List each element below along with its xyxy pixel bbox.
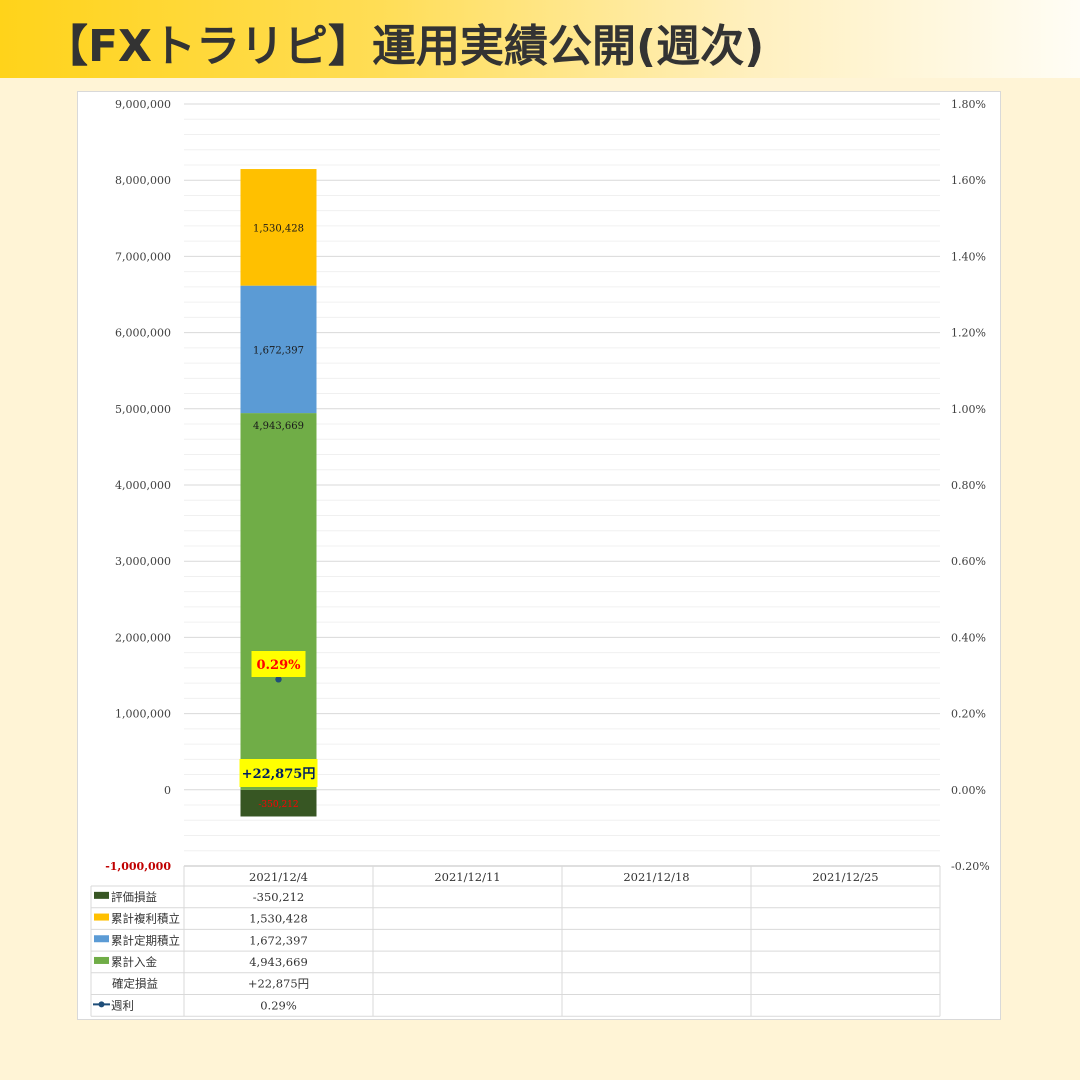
y-right-tick-label: 1.60% [951, 174, 986, 187]
page-title: 【FXトラリピ】運用実績公開(週次) [44, 21, 765, 72]
y-left-tick-label: 0 [164, 784, 171, 797]
y-right-tick-label: 0.80% [951, 479, 986, 492]
header-band [0, 0, 1080, 78]
y-right-tick-label: 1.00% [951, 403, 986, 416]
y-left-tick-label: 7,000,000 [115, 250, 171, 263]
y-right-tick-label: 0.40% [951, 631, 986, 644]
y-right-tick-label: 0.20% [951, 708, 986, 721]
x-category-label: 2021/12/25 [812, 870, 878, 884]
y-left-tick-label: 9,000,000 [115, 98, 171, 111]
x-category-label: 2021/12/4 [249, 870, 308, 884]
table-cell: 4,943,669 [249, 955, 308, 969]
table-cell: 0.29% [260, 998, 297, 1012]
legend-key-fukuri [94, 913, 109, 921]
y-right-tick-label: 1.40% [951, 250, 986, 263]
data-label-nyukin: 4,943,669 [253, 421, 304, 432]
y-left-tick-label: 6,000,000 [115, 327, 171, 340]
stacked-bar-chart: 9,000,000 8,000,000 7,000,000 6,000,000 5,00… [90, 98, 990, 1017]
bar-teiki [240, 285, 317, 414]
table-row-label: 確定損益 [112, 977, 158, 991]
y-right-tick-label: 0.60% [951, 555, 986, 568]
table-cell: +22,875円 [248, 977, 309, 991]
data-label-hyoka: -350,212 [258, 800, 298, 810]
legend-key-hyoka [94, 891, 109, 899]
table-row-label: 累計定期積立 [111, 933, 180, 947]
y-right-tick-label: 0.00% [951, 784, 986, 797]
y-left-tick-label: -1,000,000 [105, 860, 171, 873]
y-left-tick-label: 3,000,000 [115, 555, 171, 568]
legend-key-marker [98, 1001, 105, 1008]
table-row-label: 評価損益 [111, 890, 157, 904]
y-left-tick-label: 2,000,000 [115, 631, 171, 644]
bar-fukuri [240, 169, 317, 286]
y-left-tick-label: 1,000,000 [115, 708, 171, 721]
table-cell: 1,672,397 [249, 933, 308, 947]
legend-key-teiki [94, 935, 109, 943]
y-left-tick-label: 4,000,000 [115, 479, 171, 492]
table-row-label: 週利 [111, 998, 134, 1012]
y-right-tick-label: 1.80% [951, 98, 986, 111]
y-left-tick-label: 5,000,000 [115, 403, 171, 416]
chart-panel: 9,000,000 8,000,000 7,000,000 6,000,000 5,00… [77, 91, 1001, 1020]
bar-nyukin [240, 413, 317, 790]
data-label-fukuri: 1,530,428 [253, 223, 304, 234]
bar-hyoka [240, 789, 317, 817]
y-left-tick-label: 8,000,000 [115, 174, 171, 187]
profit-callout: +22,875円 [242, 767, 316, 782]
table-cell: -350,212 [253, 890, 304, 904]
table-cell: 1,530,428 [249, 912, 308, 926]
weekly-callout: 0.29% [256, 658, 301, 673]
profit-callout-bg [239, 759, 318, 787]
legend-key-nyukin [94, 956, 109, 964]
data-label-teiki: 1,672,397 [253, 345, 304, 356]
x-category-label: 2021/12/11 [434, 870, 500, 884]
y-right-tick-label: 1.20% [951, 327, 986, 340]
weekly-callout-bg [251, 651, 306, 677]
x-category-label: 2021/12/18 [623, 870, 689, 884]
table-row-label: 累計複利積立 [111, 912, 180, 926]
table-row-label: 累計入金 [111, 955, 157, 969]
weekly-return-point [275, 676, 282, 683]
y-right-tick-label: -0.20% [951, 860, 990, 873]
